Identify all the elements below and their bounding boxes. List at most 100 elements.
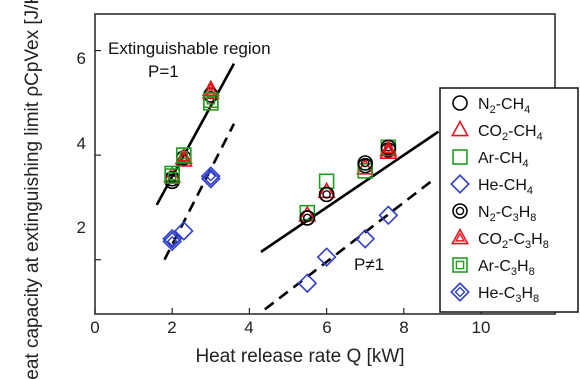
marker-outer bbox=[201, 82, 220, 99]
legend-marker-triangle bbox=[450, 119, 470, 137]
legend-label-he-ch4: He-CH4 bbox=[478, 177, 533, 197]
marker-outer bbox=[450, 227, 470, 245]
marker-outer bbox=[200, 166, 221, 186]
marker-outer bbox=[452, 257, 468, 273]
x-tick-label: 4 bbox=[244, 318, 253, 337]
marker-inner bbox=[455, 260, 465, 270]
marker-outer bbox=[299, 204, 316, 221]
marker-outer bbox=[164, 168, 180, 184]
marker-outer bbox=[452, 203, 468, 219]
data-point-double-diamond bbox=[162, 231, 183, 252]
marker-outer bbox=[357, 163, 374, 179]
marker-outer bbox=[316, 247, 337, 267]
data-point-diamond bbox=[316, 247, 337, 267]
data-points bbox=[162, 79, 399, 294]
x-tick-label: 2 bbox=[167, 318, 176, 337]
y-axis-label: Heat capacity at extinguishing limit ρCp… bbox=[22, 0, 43, 379]
marker-outer bbox=[175, 147, 192, 163]
marker-inner bbox=[178, 151, 189, 162]
fit-line-dashed bbox=[264, 177, 436, 311]
y-tick-label: 2 bbox=[77, 218, 86, 237]
x-tick-label: 8 bbox=[399, 318, 408, 337]
data-point-double-circle bbox=[318, 186, 335, 203]
marker-inner bbox=[454, 232, 466, 242]
data-point-square bbox=[318, 173, 335, 190]
marker-outer bbox=[356, 158, 375, 175]
data-point-double-triangle bbox=[201, 82, 220, 99]
marker-inner bbox=[179, 150, 189, 160]
data-point-double-diamond bbox=[200, 166, 221, 186]
legend-label-n2-ch4: N2-CH4 bbox=[478, 96, 530, 116]
marker-inner bbox=[205, 86, 216, 97]
x-axis-label: Heat release rate Q [kW] bbox=[195, 346, 404, 367]
legend-label-n2-c3h8: N2-C3H8 bbox=[478, 204, 536, 224]
marker-outer bbox=[355, 228, 376, 249]
marker-outer bbox=[162, 228, 183, 249]
annotation-extinguishable-region: Extinguishable region bbox=[108, 39, 271, 58]
data-point-double-square bbox=[175, 147, 192, 163]
legend-marker-circle bbox=[452, 95, 468, 111]
fit-lines bbox=[155, 63, 440, 311]
marker-inner bbox=[205, 170, 217, 182]
data-point-triangle bbox=[356, 158, 375, 175]
marker-outer bbox=[299, 210, 316, 226]
marker-inner bbox=[206, 95, 216, 105]
marker-outer bbox=[379, 139, 398, 157]
marker-outer bbox=[379, 142, 398, 159]
data-point-double-triangle bbox=[379, 139, 398, 157]
x-tick-label: 0 bbox=[90, 318, 99, 337]
marker-outer bbox=[203, 92, 219, 109]
annotation-p-not-1: P≠1 bbox=[354, 255, 384, 274]
marker-outer bbox=[318, 186, 335, 203]
legend-label-co2-c3h8: CO2-C3H8 bbox=[478, 231, 549, 251]
data-point-double-square bbox=[164, 168, 180, 184]
data-point-double-circle bbox=[299, 210, 316, 226]
marker-outer bbox=[173, 221, 194, 241]
marker-outer bbox=[452, 149, 468, 165]
legend-label-he-c3h8: He-C3H8 bbox=[478, 285, 539, 305]
legend-box bbox=[439, 87, 579, 313]
legend-markers bbox=[450, 95, 470, 302]
marker-inner bbox=[167, 171, 177, 181]
legend: N2-CH4 CO2-CH4 Ar-CH4 He-CH4 N2-C3H8 CO2… bbox=[439, 87, 579, 313]
legend-marker-double-circle bbox=[452, 203, 468, 219]
data-point-diamond bbox=[297, 273, 318, 294]
legend-label-co2-ch4: CO2-CH4 bbox=[478, 123, 543, 143]
legend-label-ar-ch4: Ar-CH4 bbox=[478, 150, 529, 170]
marker-outer bbox=[200, 168, 221, 189]
marker-outer bbox=[357, 155, 374, 171]
marker-outer bbox=[452, 95, 468, 111]
legend-marker-double-triangle bbox=[450, 227, 470, 245]
data-point-square bbox=[357, 163, 374, 179]
x-tick-label: 6 bbox=[322, 318, 331, 337]
legend-marker-double-square bbox=[452, 257, 468, 273]
data-point-diamond bbox=[162, 228, 183, 249]
data-point-double-square bbox=[203, 92, 219, 109]
axis-ticks bbox=[94, 49, 482, 314]
data-point-square bbox=[299, 204, 316, 221]
y-tick-label: 6 bbox=[77, 49, 86, 68]
marker-outer bbox=[450, 119, 470, 137]
marker-inner bbox=[360, 158, 370, 168]
legend-marker-square bbox=[452, 149, 468, 165]
marker-inner bbox=[455, 206, 465, 216]
marker-outer bbox=[450, 282, 470, 302]
marker-outer bbox=[318, 173, 335, 190]
data-point-diamond bbox=[200, 168, 221, 189]
marker-outer bbox=[162, 231, 183, 252]
marker-outer bbox=[450, 174, 470, 194]
marker-inner bbox=[454, 286, 466, 298]
marker-outer bbox=[378, 205, 399, 226]
marker-inner bbox=[383, 144, 394, 154]
data-point-diamond bbox=[378, 205, 399, 226]
legend-label-ar-c3h8: Ar-C3H8 bbox=[478, 258, 535, 278]
data-point-triangle bbox=[379, 142, 398, 159]
y-tick-label: 4 bbox=[77, 134, 86, 153]
marker-inner bbox=[322, 190, 331, 199]
fit-line-solid bbox=[260, 130, 440, 253]
marker-inner bbox=[302, 213, 312, 223]
data-point-diamond bbox=[355, 228, 376, 249]
legend-marker-double-diamond bbox=[450, 282, 470, 302]
data-point-double-circle bbox=[357, 155, 374, 171]
